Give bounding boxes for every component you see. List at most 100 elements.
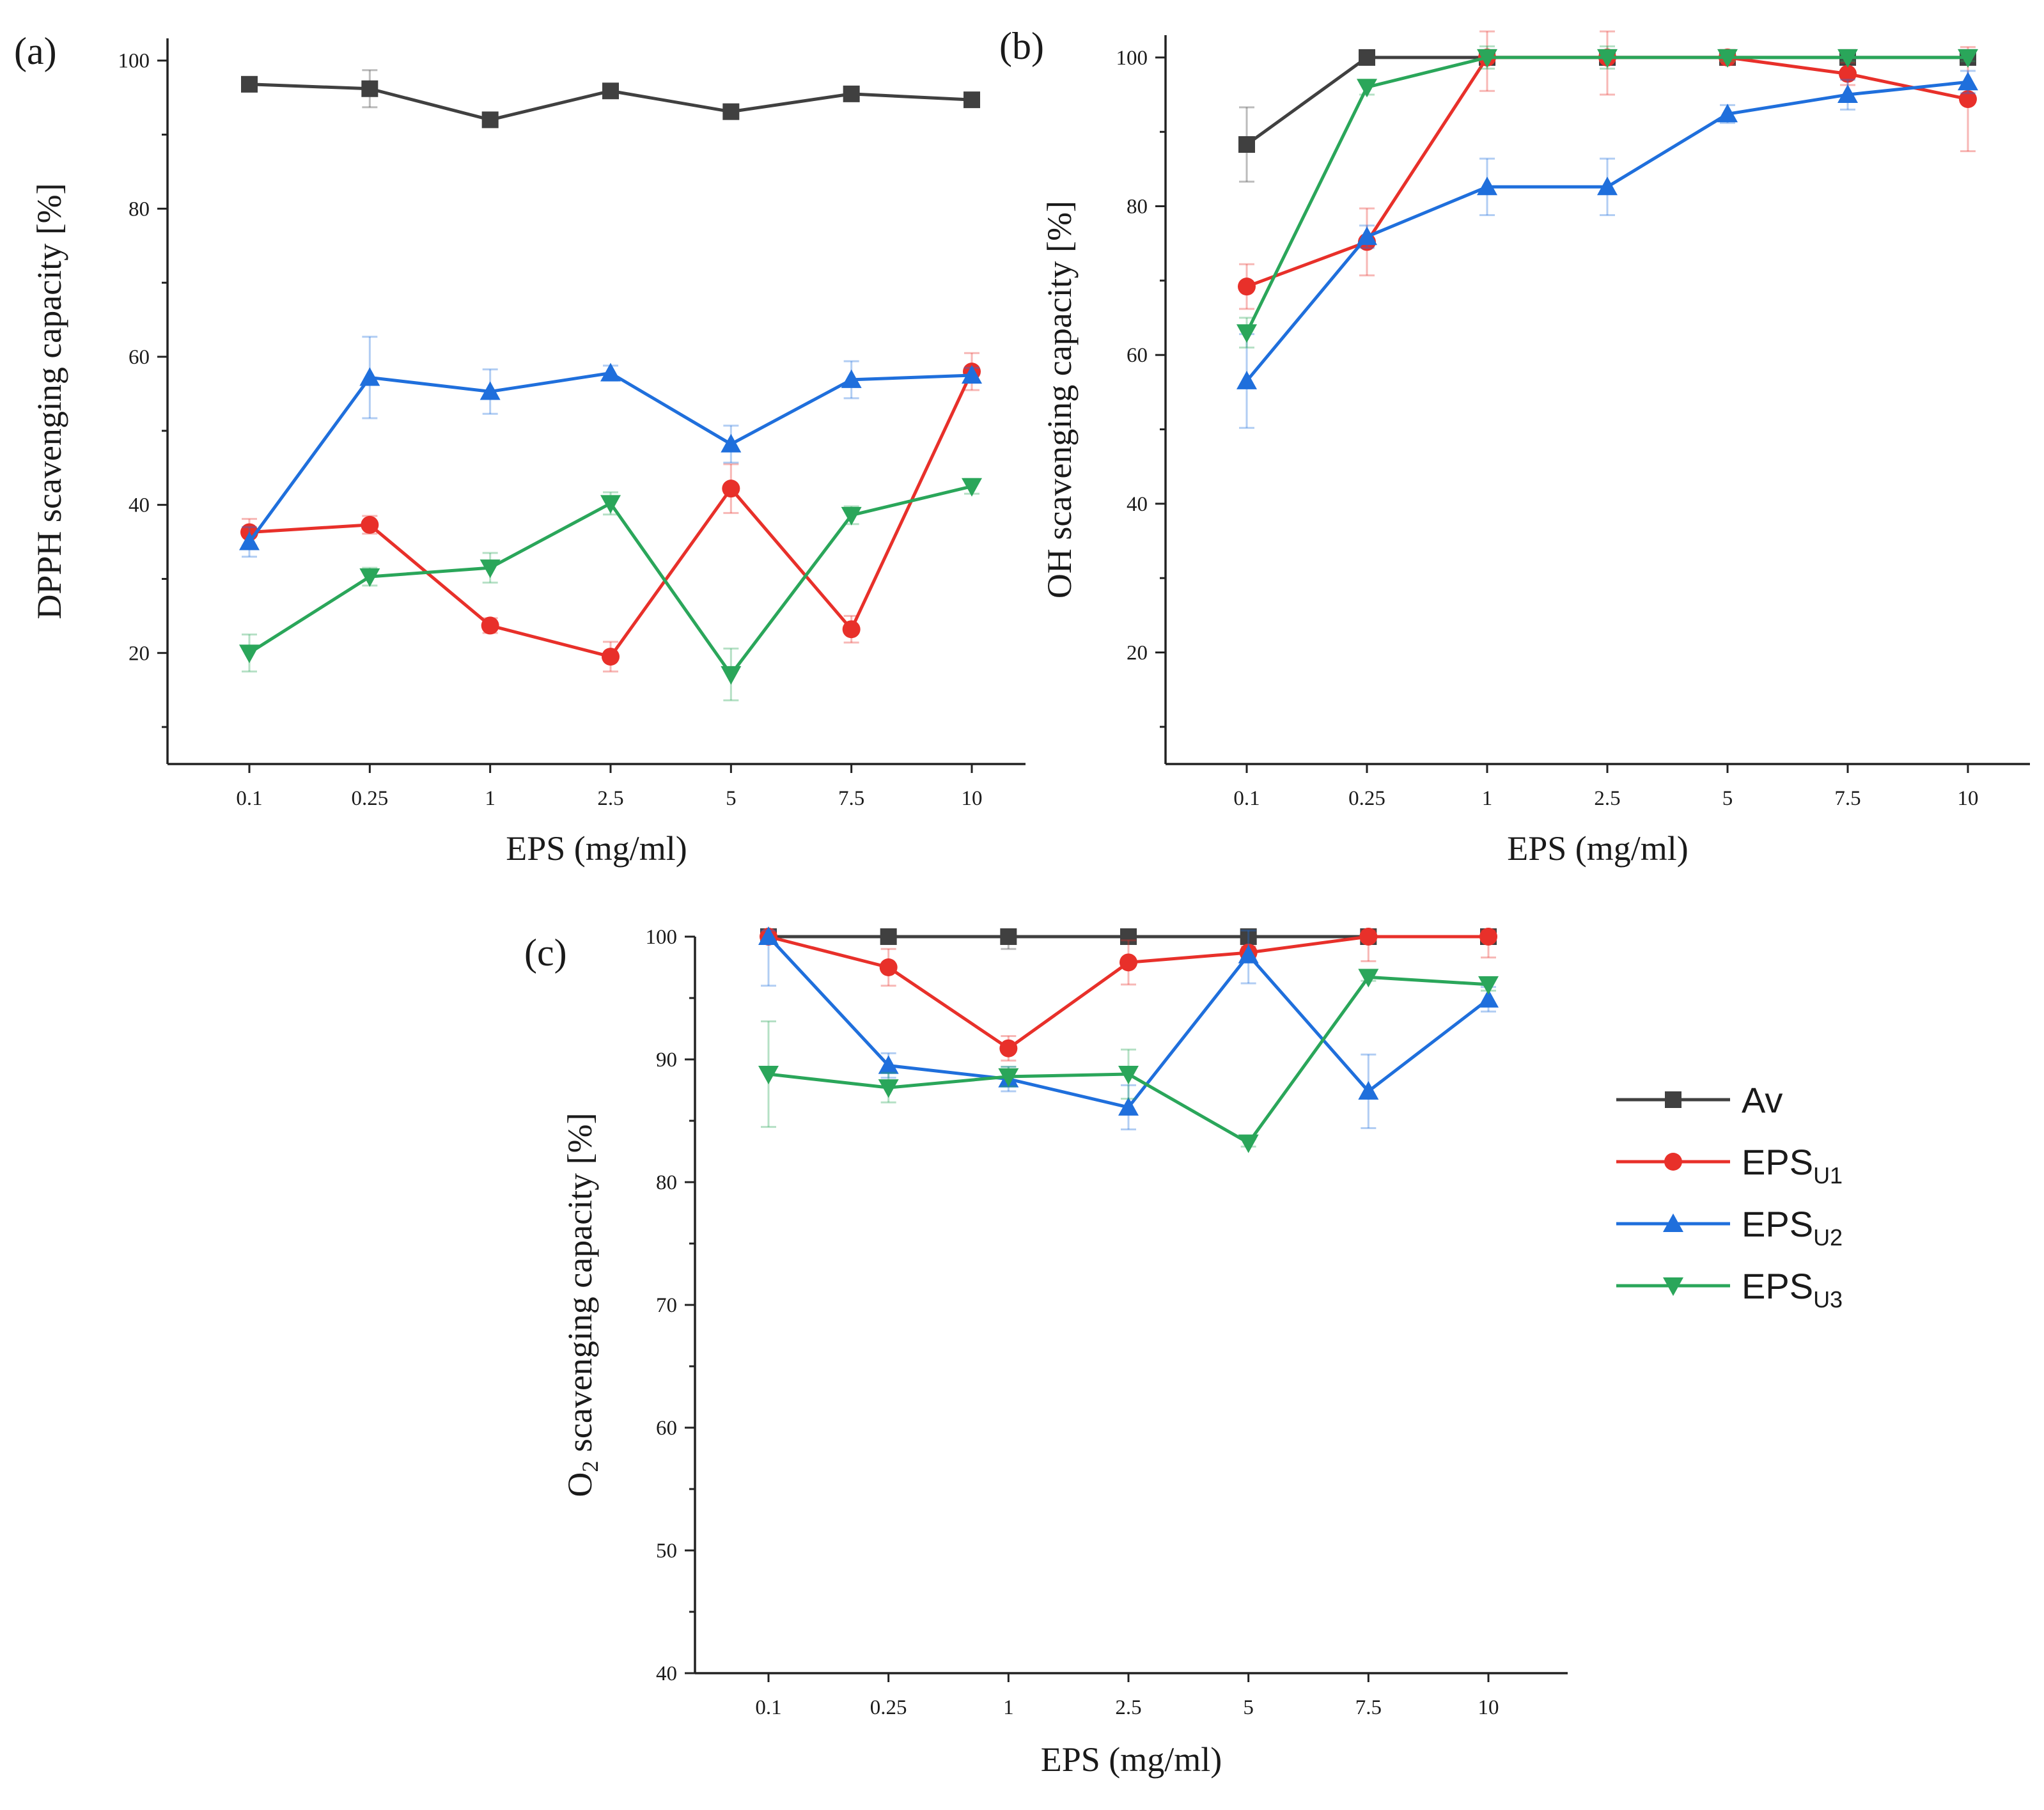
y-tick-label: 80: [656, 1171, 677, 1194]
x-tick-label: 2.5: [1115, 1696, 1141, 1719]
data-point: [239, 644, 260, 664]
x-tick-label: 0.1: [755, 1696, 781, 1719]
x-tick-label: 1: [485, 787, 495, 810]
data-point: [1120, 928, 1137, 945]
data-point: [1717, 49, 1738, 68]
x-tick-label: 0.25: [1348, 787, 1385, 810]
data-point: [1597, 49, 1618, 68]
series-eps-u2: [239, 336, 982, 558]
data-point: [963, 91, 980, 109]
y-axis-title: DPPH scavenging capacity [%]: [30, 183, 68, 619]
legend-item-eps-u3: EPSU3: [1616, 1266, 1843, 1313]
panel-b: (b) 20 40 60 80 100 0.1 0.25 1 2.5 5 7.5 10 EPS (mg/m…: [999, 25, 2030, 868]
legend-label: EPSU2: [1742, 1204, 1843, 1251]
data-point: [842, 620, 861, 639]
legend-marker: [1663, 1213, 1683, 1232]
x-tick-label: 0.1: [1233, 787, 1260, 810]
data-point: [1958, 72, 1978, 91]
data-point: [722, 480, 740, 498]
x-tick-label: 10: [1478, 1696, 1499, 1719]
data-point: [721, 666, 742, 685]
y-tick-label: 100: [118, 50, 150, 73]
y-tick-label: 50: [656, 1540, 677, 1563]
panel-a: (a) 20 40 60 80 100 0.1 0.25 1 2.5 5 7.5 10 EPS (mg/m…: [14, 30, 1026, 868]
series-eps-u3: [239, 478, 982, 701]
y-tick-label: 60: [1127, 344, 1148, 367]
data-point: [239, 531, 260, 550]
legend-marker: [1664, 1153, 1682, 1171]
data-point: [878, 1055, 899, 1074]
series-eps-u1: [760, 928, 1497, 1062]
panel-label: (b): [999, 25, 1044, 67]
y-tick-label: 100: [646, 926, 678, 949]
data-point: [1477, 49, 1497, 68]
y-axis-title: O2 scavenging capacity [%]: [561, 1112, 603, 1497]
y-tick-label: 100: [1116, 47, 1148, 70]
data-point: [1118, 1096, 1139, 1116]
data-point: [361, 515, 379, 534]
data-point: [1120, 953, 1137, 972]
panel-label: (c): [524, 932, 567, 974]
x-axis-title: EPS (mg/ml): [1041, 1740, 1222, 1779]
data-point: [1000, 928, 1017, 945]
data-point: [1597, 176, 1618, 196]
y-tick-label: 60: [129, 346, 150, 369]
x-tick-label: 0.25: [351, 787, 388, 810]
data-point: [1240, 928, 1257, 945]
legend-label: EPSU3: [1742, 1266, 1843, 1313]
data-point: [602, 82, 619, 100]
data-point: [1479, 928, 1497, 946]
data-point: [602, 648, 620, 666]
data-point: [841, 506, 862, 526]
series-eps-u3: [1237, 45, 1978, 349]
data-point: [600, 363, 621, 382]
data-point: [1837, 84, 1858, 104]
data-point: [841, 369, 862, 388]
data-point: [878, 1079, 899, 1098]
data-point: [359, 367, 380, 386]
data-point: [480, 381, 501, 400]
data-point: [1837, 49, 1858, 68]
data-point: [999, 1039, 1018, 1057]
x-tick-label: 2.5: [1594, 787, 1620, 810]
data-point: [843, 85, 860, 102]
data-point: [998, 1068, 1019, 1087]
data-point: [1238, 277, 1256, 296]
data-point: [1359, 49, 1375, 66]
legend-label: Av: [1742, 1080, 1783, 1120]
x-axis-title: EPS (mg/ml): [1507, 829, 1689, 868]
x-tick-label: 5: [726, 787, 737, 810]
data-point: [1358, 1081, 1379, 1100]
data-point: [480, 559, 501, 579]
x-tick-label: 7.5: [1355, 1696, 1382, 1719]
data-point: [1357, 79, 1377, 98]
data-point: [1477, 176, 1497, 196]
data-point: [1359, 928, 1378, 946]
data-point: [1717, 104, 1738, 123]
x-tick-label: 10: [962, 787, 983, 810]
x-tick-label: 5: [1722, 787, 1733, 810]
legend-marker: [1663, 1277, 1683, 1296]
y-axis-title: OH scavenging capacity [%]: [1040, 201, 1079, 598]
data-point: [880, 928, 897, 945]
x-tick-label: 7.5: [838, 787, 864, 810]
series-eps-u2: [1237, 70, 1978, 429]
legend-label: EPSU1: [1742, 1142, 1843, 1189]
data-point: [1959, 90, 1977, 109]
data-point: [1478, 988, 1499, 1008]
panel-label: (a): [14, 30, 57, 72]
data-point: [241, 75, 258, 93]
y-tick-label: 70: [656, 1294, 677, 1317]
y-tick-label: 60: [656, 1417, 677, 1440]
data-point: [758, 926, 779, 945]
legend: Av EPSU1 EPSU2 EPSU3: [1616, 1080, 1843, 1313]
y-tick-label: 90: [656, 1049, 677, 1072]
data-point: [361, 80, 378, 97]
data-point: [1478, 976, 1499, 995]
data-point: [1238, 136, 1255, 153]
y-tick-label: 40: [656, 1662, 677, 1685]
data-point: [879, 958, 898, 976]
y-tick-label: 20: [1127, 642, 1148, 665]
y-tick-label: 40: [1127, 493, 1148, 516]
